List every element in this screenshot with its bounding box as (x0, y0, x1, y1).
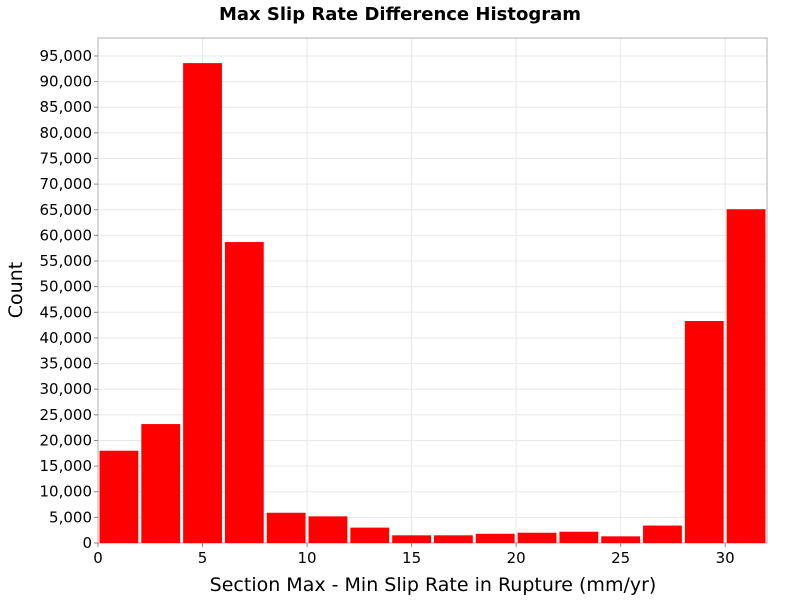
y-tick-label: 85,000 (40, 98, 93, 116)
y-tick-label: 15,000 (40, 457, 93, 475)
x-tick-label: 5 (198, 549, 208, 567)
histogram-bar (141, 424, 181, 543)
y-tick-label: 30,000 (40, 380, 93, 398)
histogram-bar (392, 535, 431, 543)
histogram-bar (266, 512, 306, 543)
y-tick-label: 80,000 (40, 124, 93, 142)
y-tick-label: 10,000 (40, 483, 93, 501)
plot-area (97, 37, 768, 544)
histogram-bar (643, 525, 682, 543)
histogram-bar (517, 532, 557, 543)
bars (99, 63, 766, 543)
histogram-bar (434, 535, 473, 543)
y-tick-label: 75,000 (40, 149, 93, 167)
y-tick-label: 20,000 (40, 431, 93, 449)
y-tick-label: 0 (82, 534, 92, 552)
x-tick-label: 25 (611, 549, 630, 567)
histogram-bar (559, 531, 599, 543)
x-tick-label: 10 (298, 549, 317, 567)
x-tick-label: 15 (402, 549, 421, 567)
histogram-bar (350, 527, 390, 543)
y-axis-label: Count (5, 262, 27, 318)
y-tick-label: 90,000 (40, 73, 93, 91)
y-tick-label: 60,000 (40, 226, 93, 244)
y-tick-label: 95,000 (40, 47, 93, 65)
y-tick-label: 25,000 (40, 406, 93, 424)
histogram-bar (475, 533, 515, 543)
x-tick-label: 20 (507, 549, 526, 567)
y-axis-ticks: 0 5,000 10,000 15,000 20,000 25,000 30,000 35,0… (40, 47, 98, 552)
x-tick-label: 0 (93, 549, 103, 567)
y-tick-label: 40,000 (40, 329, 93, 347)
histogram-bar (308, 516, 348, 543)
histogram-bar (601, 536, 641, 543)
histogram-bar (183, 63, 222, 543)
x-tick-label: 30 (716, 549, 735, 567)
y-tick-label: 65,000 (40, 201, 93, 219)
y-tick-label: 55,000 (40, 252, 93, 270)
y-tick-label: 50,000 (40, 278, 93, 296)
y-tick-label: 70,000 (40, 175, 93, 193)
x-axis-label: Section Max - Min Slip Rate in Rupture (… (210, 574, 657, 596)
histogram-bar (224, 242, 264, 543)
chart-title: Max Slip Rate Difference Histogram (219, 4, 581, 25)
y-tick-label: 35,000 (40, 355, 93, 373)
histogram-bar (684, 321, 724, 543)
y-tick-label: 5,000 (49, 508, 92, 526)
x-axis-ticks: 0 5 10 15 20 25 30 (93, 543, 735, 567)
histogram-bar (99, 450, 139, 543)
histogram-bar (726, 209, 766, 543)
y-tick-label: 45,000 (40, 303, 93, 321)
